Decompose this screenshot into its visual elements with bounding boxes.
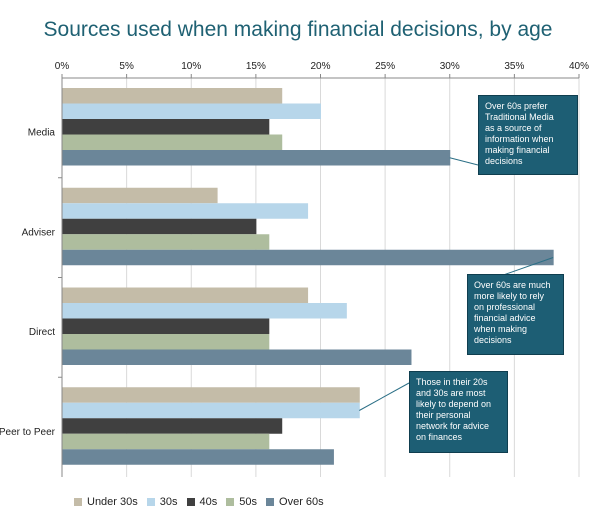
annotation-line: Over 60s are much	[474, 280, 551, 290]
legend-label: 40s	[199, 496, 218, 508]
bar	[62, 203, 309, 219]
annotation-line: making financial	[485, 145, 550, 155]
annotation-line: financial advice	[474, 313, 536, 323]
axis-layer: 0% 5% 10% 15% 20% 25% 30% 35% 40% Media Adviser Dir…	[0, 61, 589, 477]
bar-layer	[62, 88, 554, 465]
annotation-line: decisions	[474, 335, 512, 345]
legend-label: 30s	[159, 496, 178, 508]
annotation-peer-to-peer: Those in their 20s and 30s are most likely…	[409, 371, 508, 453]
legend-label: Under 30s	[87, 496, 138, 508]
annotation-line: information when	[485, 134, 554, 144]
legend-swatch	[146, 498, 155, 506]
tick-label: 20%	[310, 61, 330, 72]
annotation-line: on professional	[474, 302, 536, 312]
legend-label: 50s	[239, 496, 258, 508]
annotation-line: likely to depend on	[416, 399, 492, 409]
legend-swatch	[226, 498, 235, 506]
annotation-line: their personal	[416, 410, 471, 420]
annotation-line: when making	[474, 324, 528, 334]
tick-label: 30%	[440, 61, 460, 72]
category-label: Direct	[29, 327, 55, 338]
annotation-line: as a source of	[485, 123, 542, 133]
legend-label: Over 60s	[279, 496, 324, 508]
bar	[62, 433, 270, 450]
annotation-line: more likely to rely	[474, 291, 545, 301]
bar	[62, 287, 309, 303]
bar	[62, 150, 451, 166]
bar	[62, 88, 283, 104]
annotation-line: Those in their 20s	[416, 377, 488, 387]
legend: Under 30s 30s 40s 50s Over 60s	[74, 496, 333, 508]
annotation-adviser: Over 60s are much more likely to rely on p…	[467, 274, 564, 355]
bar	[62, 249, 554, 266]
category-label: Adviser	[22, 227, 56, 238]
annotation-line: Traditional Media	[485, 112, 554, 122]
legend-item: 40s	[186, 496, 218, 508]
legend-swatch	[186, 498, 195, 506]
chart-title: Sources used when making financial decis…	[43, 18, 553, 41]
tick-label: 5%	[119, 61, 134, 72]
bar	[62, 318, 270, 334]
bar	[62, 303, 347, 319]
annotation-leader-line	[359, 382, 410, 411]
legend-swatch	[266, 498, 275, 506]
bar	[62, 402, 360, 419]
annotation-leader-line	[449, 157, 479, 166]
annotation-line: on finances	[416, 432, 463, 442]
annotation-media: Over 60s prefer Traditional Media as a sou…	[478, 95, 578, 175]
annotation-line: Over 60s prefer	[485, 101, 548, 111]
legend-item: 50s	[226, 496, 257, 508]
bar	[62, 187, 218, 204]
category-label: Media	[28, 128, 56, 139]
bar	[62, 134, 283, 150]
bar	[62, 103, 321, 119]
tick-label: 0%	[55, 61, 70, 72]
bar	[62, 449, 334, 465]
tick-label: 15%	[246, 61, 266, 72]
tick-label: 40%	[569, 61, 589, 72]
bar	[62, 234, 270, 250]
bar	[62, 119, 270, 135]
bar	[62, 349, 412, 365]
bar	[62, 218, 257, 235]
category-label: Peer to Peer	[0, 427, 56, 438]
legend-item: 30s	[146, 496, 178, 508]
annotation-line: decisions	[485, 156, 523, 166]
legend-swatch	[74, 498, 82, 506]
tick-label: 25%	[375, 61, 395, 72]
annotation-line: and 30s are most	[416, 388, 486, 398]
legend-item: Over 60s	[266, 496, 324, 508]
bar	[62, 387, 360, 403]
tick-label: 35%	[504, 61, 524, 72]
legend-item: Under 30s	[74, 496, 138, 508]
annotation-line: network for advice	[416, 421, 490, 431]
bar	[62, 418, 283, 434]
bar	[62, 334, 270, 350]
tick-label: 10%	[181, 61, 201, 72]
